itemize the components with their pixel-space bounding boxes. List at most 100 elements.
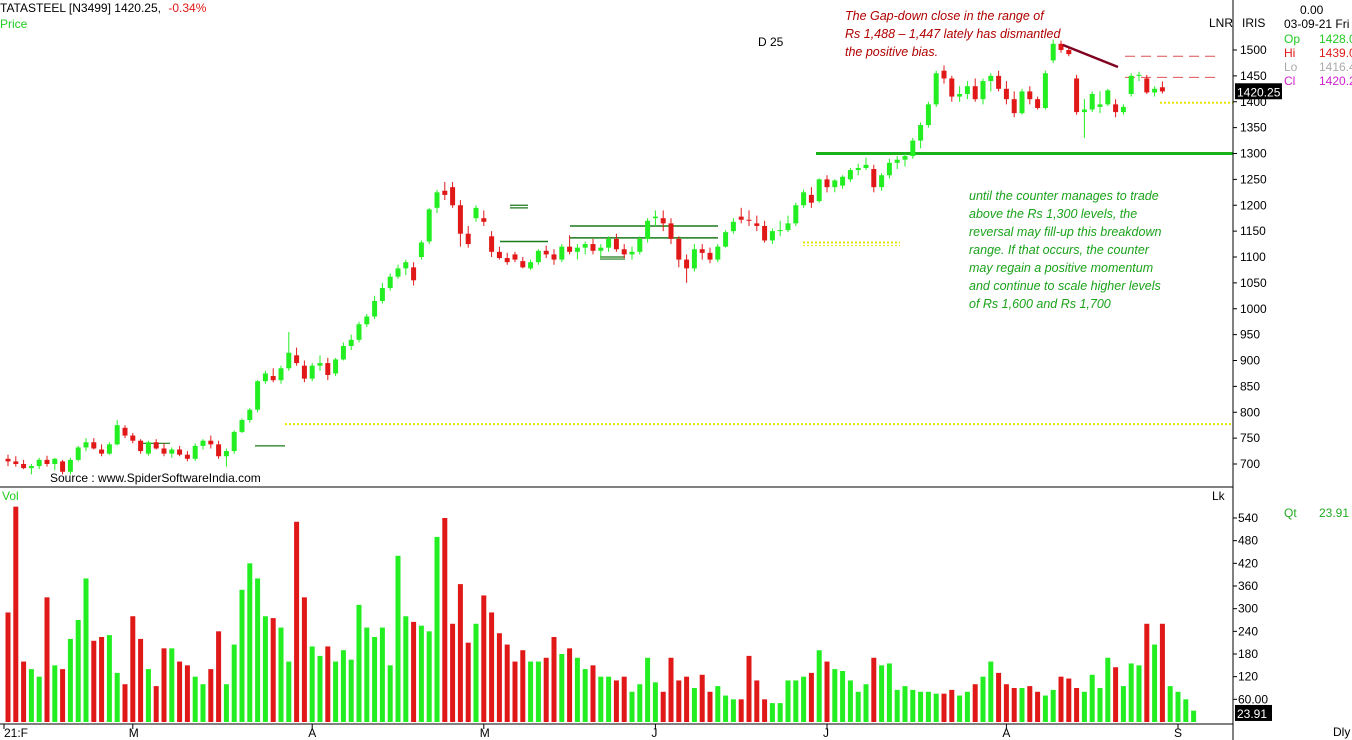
candle xyxy=(153,442,159,449)
volume-bar xyxy=(894,689,900,722)
volume-bar xyxy=(504,644,510,722)
vol-tick-label: 120 xyxy=(1238,670,1258,684)
candle xyxy=(1042,73,1048,108)
volume-bar xyxy=(1120,686,1126,722)
candle xyxy=(75,447,81,460)
volume-bar xyxy=(169,648,175,722)
candle xyxy=(60,461,66,472)
x-tick-label: 21:F xyxy=(4,726,28,740)
volume-bar xyxy=(1027,686,1033,722)
candle xyxy=(660,218,666,224)
volume-bar xyxy=(567,648,573,722)
candle xyxy=(567,246,573,252)
vol-tick-label: 60.00 xyxy=(1238,692,1268,706)
y-tick-label: 1000 xyxy=(1240,302,1267,316)
volume-bar xyxy=(395,555,401,722)
candle xyxy=(348,339,354,347)
volume-bar xyxy=(754,680,760,722)
candle xyxy=(481,218,487,222)
x-tick-label: S xyxy=(1174,726,1182,740)
annotation-line: the positive bias. xyxy=(845,45,939,59)
volume-bar xyxy=(520,650,526,722)
volume-bar xyxy=(933,693,939,722)
d-marker-label: D 25 xyxy=(758,35,784,49)
candle xyxy=(177,449,183,455)
candle xyxy=(255,381,261,410)
candle xyxy=(21,464,27,469)
interval-label[interactable]: Dly xyxy=(1333,725,1351,739)
candle xyxy=(996,75,1002,89)
y-tick-label: 800 xyxy=(1240,405,1260,419)
candle xyxy=(1081,109,1087,113)
y-tick-label: 1250 xyxy=(1240,172,1267,186)
source-label: Source : www.SpiderSoftwareIndia.com xyxy=(50,471,261,485)
volume-bar xyxy=(879,665,885,722)
candle xyxy=(301,365,307,379)
candle xyxy=(239,420,245,432)
candle xyxy=(1128,75,1134,94)
candle xyxy=(333,359,339,374)
volume-bar xyxy=(925,691,931,722)
volume-bar xyxy=(847,680,853,722)
candle xyxy=(863,164,869,168)
lnr-button[interactable]: LNR xyxy=(1209,16,1234,30)
volume-bar xyxy=(325,646,331,722)
candle xyxy=(606,238,612,248)
candle xyxy=(902,156,908,160)
candle xyxy=(988,75,994,82)
annotation-line: above the Rs 1,300 levels, the xyxy=(969,207,1138,221)
volume-bar xyxy=(512,661,518,722)
candle xyxy=(1089,93,1095,110)
candle xyxy=(325,363,331,375)
volume-bar xyxy=(738,699,744,722)
y-tick-label: 1500 xyxy=(1240,43,1267,57)
x-tick-label: M xyxy=(129,726,139,740)
volume-bar xyxy=(200,684,206,722)
close-label: Cl xyxy=(1284,74,1296,88)
vol-tick-label: 240 xyxy=(1238,624,1258,638)
volume-bar xyxy=(996,672,1002,722)
candle xyxy=(645,220,651,239)
candle xyxy=(442,190,448,195)
candle xyxy=(208,440,214,445)
volume-bar xyxy=(1113,667,1119,722)
volume-bar xyxy=(668,657,674,722)
volume-bar xyxy=(434,536,440,722)
high-label: Hi xyxy=(1284,46,1296,60)
volume-bar xyxy=(715,686,721,722)
volume-bar xyxy=(637,684,643,722)
volume-bar xyxy=(1058,676,1064,722)
candle xyxy=(910,140,916,157)
candle xyxy=(372,300,378,317)
qt-value: 23.91 xyxy=(1319,506,1350,520)
volume-label: Vol xyxy=(2,489,19,503)
candle xyxy=(793,205,799,224)
volume-bar xyxy=(379,627,385,722)
annotation-line: until the counter manages to trade xyxy=(969,189,1159,203)
volume-bar xyxy=(387,665,393,722)
volume-bar xyxy=(723,695,729,722)
candle xyxy=(403,262,409,269)
candle xyxy=(762,225,768,241)
volume-bar xyxy=(652,682,658,722)
candle xyxy=(473,207,479,219)
candle xyxy=(247,409,253,421)
candle xyxy=(317,363,323,366)
candle xyxy=(543,250,549,255)
candle xyxy=(918,125,924,141)
volume-bar xyxy=(138,638,144,722)
volume-bar xyxy=(333,661,339,722)
iris-button[interactable]: IRIS xyxy=(1242,16,1266,30)
y-tick-label: 1150 xyxy=(1240,224,1266,238)
candle xyxy=(668,223,674,239)
volume-bar xyxy=(1128,663,1134,722)
volume-bar xyxy=(1089,674,1095,722)
candle xyxy=(418,242,424,257)
volume-bar xyxy=(153,686,159,722)
candle xyxy=(138,440,144,452)
candle xyxy=(36,459,42,467)
candle xyxy=(356,324,362,340)
volume-bar xyxy=(231,644,237,722)
candle xyxy=(785,223,791,231)
